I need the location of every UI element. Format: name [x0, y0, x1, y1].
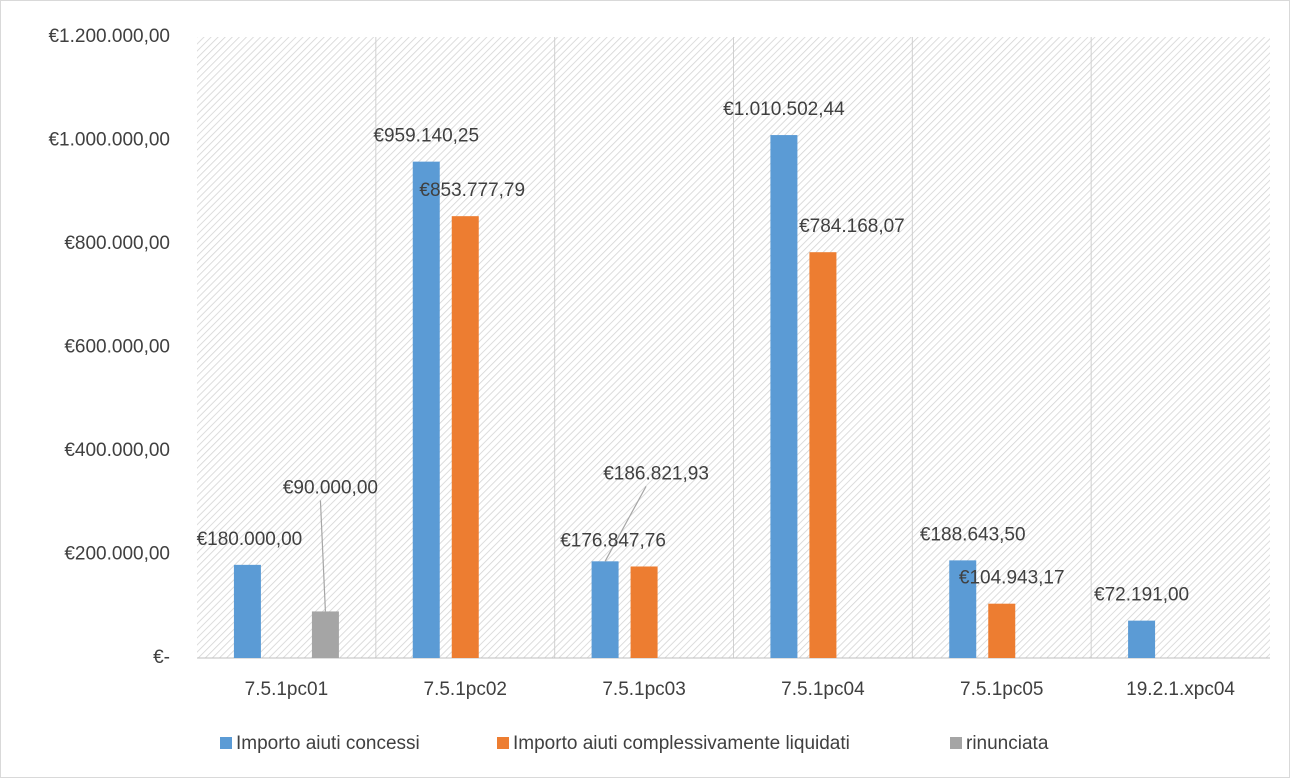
bar	[1128, 620, 1156, 658]
x-tick-label: 7.5.1pc02	[424, 679, 507, 700]
x-tick-label: 7.5.1pc01	[245, 679, 328, 700]
y-tick-label: €600.000,00	[64, 337, 170, 358]
bar	[809, 252, 837, 658]
data-label: €104.943,17	[959, 568, 1065, 589]
data-label: €180.000,00	[197, 529, 303, 550]
bar	[949, 560, 977, 658]
bar	[233, 564, 261, 658]
legend-label: Importo aiuti concessi	[236, 733, 420, 754]
bar	[770, 135, 798, 658]
data-label: €72.191,00	[1094, 585, 1189, 606]
bar	[451, 216, 479, 659]
x-tick-label: 19.2.1.xpc04	[1126, 679, 1235, 700]
bar	[591, 561, 619, 658]
bar	[988, 603, 1016, 658]
data-label: €959.140,25	[373, 126, 479, 147]
legend-swatch	[497, 737, 509, 749]
y-tick-label: €1.200.000,00	[48, 26, 170, 47]
data-label: €176.847,76	[560, 530, 666, 551]
x-tick-label: 7.5.1pc05	[960, 679, 1043, 700]
legend-swatch	[220, 737, 232, 749]
x-tick-label: 7.5.1pc04	[781, 679, 865, 700]
data-label: €188.643,50	[920, 524, 1026, 545]
label-leader	[604, 486, 647, 562]
bar	[311, 611, 339, 658]
y-tick-label: €1.000.000,00	[48, 130, 170, 151]
y-tick-label: €800.000,00	[64, 233, 170, 254]
y-tick-label: €200.000,00	[64, 544, 170, 565]
x-tick-label: 7.5.1pc03	[602, 679, 685, 700]
y-tick-label: €400.000,00	[64, 440, 170, 461]
label-leader	[319, 500, 327, 612]
legend-swatch	[950, 737, 962, 749]
bar	[630, 566, 658, 658]
data-label: €186.821,93	[603, 463, 709, 484]
legend-label: rinunciata	[966, 733, 1049, 754]
legend-label: Importo aiuti complessivamente liquidati	[513, 733, 850, 754]
bar	[412, 161, 440, 658]
data-label: €1.010.502,44	[723, 99, 845, 120]
y-tick-label: €-	[153, 647, 170, 668]
data-label: €853.777,79	[419, 180, 525, 201]
data-label: €90.000,00	[283, 477, 378, 498]
data-label: €784.168,07	[799, 216, 905, 237]
